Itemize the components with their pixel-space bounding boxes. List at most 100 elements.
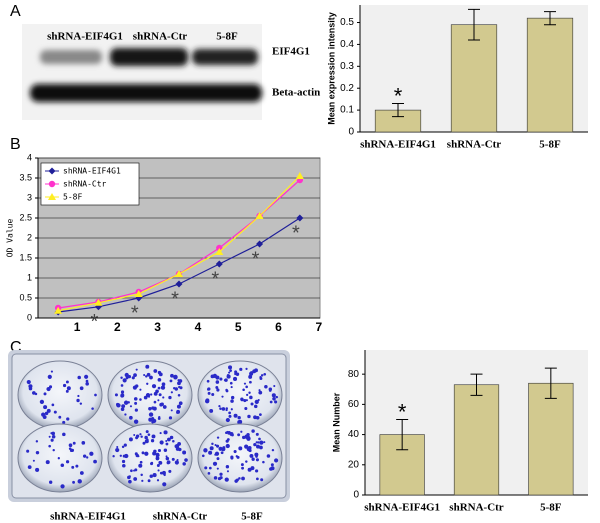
colony	[247, 414, 251, 419]
colony	[263, 441, 266, 444]
colony	[170, 409, 173, 412]
colony	[68, 443, 73, 448]
colony	[240, 430, 243, 433]
colony	[60, 484, 65, 489]
x-tick-label: 6	[275, 320, 282, 334]
colony	[60, 463, 65, 468]
colony	[234, 370, 238, 374]
y-tick-label: 40	[348, 429, 360, 440]
colony	[238, 477, 241, 480]
y-tick-label: 80	[348, 369, 360, 380]
colony	[214, 453, 217, 456]
colony	[163, 448, 168, 452]
colony	[201, 454, 205, 458]
colony	[216, 444, 220, 448]
colony	[48, 444, 51, 448]
colony	[47, 374, 52, 379]
point	[48, 167, 56, 175]
x-tick-label: 5-8F	[539, 139, 561, 151]
colony	[127, 374, 132, 379]
colony	[254, 452, 259, 457]
colony	[72, 480, 75, 484]
plate-image	[8, 350, 290, 502]
colony	[255, 432, 259, 436]
colony	[35, 440, 39, 443]
colony	[216, 467, 219, 470]
point	[175, 270, 183, 277]
colony	[260, 478, 264, 482]
colony	[125, 374, 129, 378]
point	[256, 240, 264, 248]
error-bar	[544, 11, 556, 26]
colony	[130, 469, 133, 473]
colony	[240, 397, 244, 401]
colony	[148, 406, 152, 411]
colony	[77, 394, 80, 398]
colony	[226, 430, 229, 433]
colony	[241, 476, 245, 481]
colony	[65, 460, 70, 464]
colony	[211, 392, 215, 396]
colony	[52, 448, 55, 452]
colony	[75, 464, 79, 468]
colony	[251, 457, 255, 461]
colony	[128, 479, 132, 484]
colony	[57, 457, 60, 460]
colony	[203, 448, 208, 453]
y-tick-label: 0.5	[19, 292, 32, 302]
point	[175, 280, 183, 288]
colony	[135, 368, 138, 371]
colony	[272, 397, 276, 401]
colony	[157, 448, 162, 453]
x-tick-label: shRNA-EIF4G1	[364, 502, 440, 514]
colony	[153, 400, 157, 404]
colony	[230, 399, 234, 403]
colony	[163, 473, 166, 477]
colony	[263, 372, 267, 376]
colony	[151, 418, 157, 424]
colony	[141, 479, 144, 482]
y-tick-label: 0	[27, 312, 32, 322]
colony	[249, 453, 254, 458]
colony	[77, 375, 81, 380]
colony	[170, 373, 174, 378]
colony	[271, 393, 276, 398]
colony	[46, 408, 51, 413]
colony	[68, 447, 72, 450]
colony	[249, 395, 253, 400]
colony	[256, 477, 259, 481]
colony	[32, 459, 35, 462]
colony	[237, 433, 241, 437]
annotation: *	[292, 222, 300, 244]
colony	[253, 404, 258, 409]
colony	[270, 463, 274, 467]
annotation: *	[394, 83, 403, 108]
colony	[135, 453, 139, 458]
error-bar	[392, 103, 404, 118]
colony	[158, 372, 163, 377]
colony	[259, 376, 262, 379]
lane-label: 5-8F	[241, 511, 263, 523]
y-tick-label: 0	[353, 490, 359, 501]
colony	[72, 441, 76, 445]
colony	[145, 430, 149, 434]
colony	[244, 444, 249, 449]
well	[17, 360, 103, 430]
colony	[120, 407, 125, 412]
colony	[262, 460, 265, 464]
colony	[173, 375, 178, 380]
colony	[245, 385, 248, 389]
colony	[225, 465, 230, 469]
colony	[177, 393, 181, 397]
colony	[134, 401, 138, 405]
colony	[166, 437, 171, 442]
colony	[44, 411, 49, 416]
colony	[114, 393, 118, 397]
colony	[256, 444, 260, 449]
colony	[122, 463, 126, 468]
colony	[142, 441, 146, 445]
colony	[157, 386, 161, 390]
colony	[85, 382, 89, 386]
colony	[271, 448, 275, 452]
